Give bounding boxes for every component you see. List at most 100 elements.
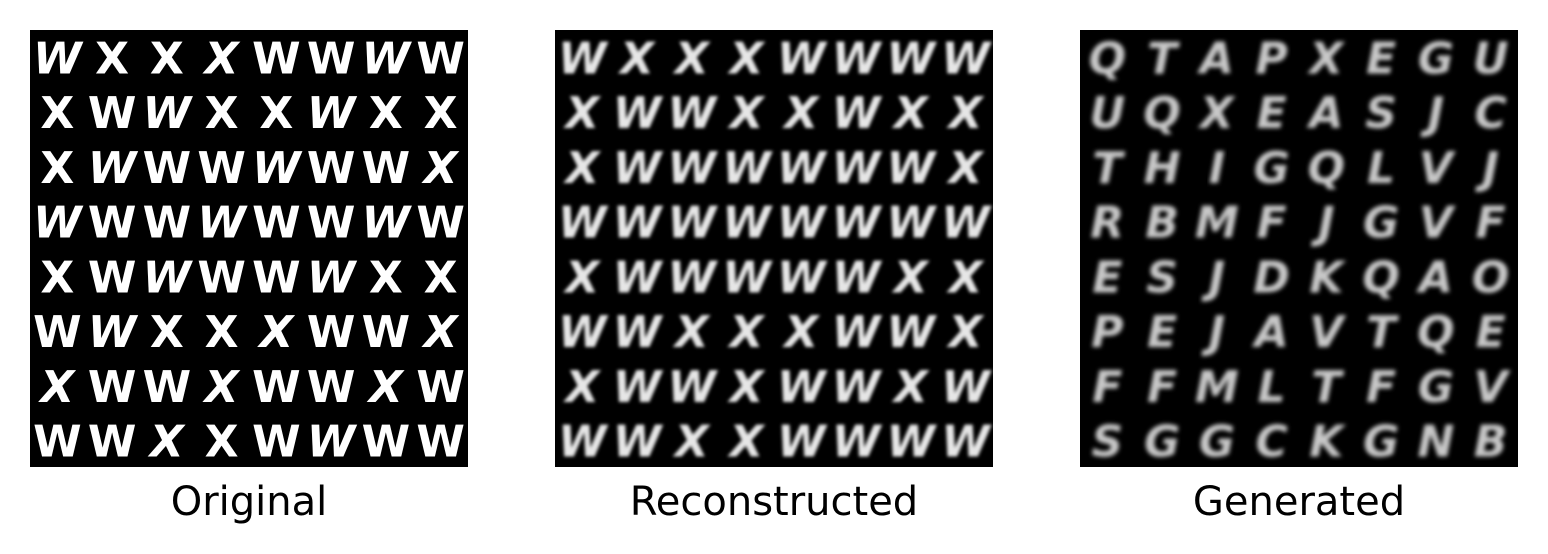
letter-cell: X	[946, 252, 985, 303]
letter-cell: W	[832, 143, 883, 194]
letter-cell: W	[941, 198, 992, 249]
letter-cell: X	[369, 88, 403, 139]
letter-cell: U	[1473, 33, 1509, 84]
letter-cell: X	[40, 252, 74, 303]
letter-cell: W	[307, 88, 358, 139]
letter-cell: W	[307, 33, 356, 84]
letter-cell: W	[307, 252, 358, 303]
letter-cell: Q	[1143, 88, 1180, 139]
letter-cell: W	[558, 33, 609, 84]
letter-cell: X	[366, 362, 405, 413]
letter-cell: W	[668, 88, 719, 139]
letter-cell: D	[1253, 252, 1290, 303]
letter-cell: G	[1418, 362, 1454, 413]
letter-cell: W	[88, 307, 139, 358]
letter-cell: W	[832, 417, 883, 467]
letter-cell: A	[1416, 252, 1453, 303]
letter-cell: W	[307, 307, 356, 358]
letter-cell: W	[88, 198, 137, 249]
letter-cell: S	[1365, 88, 1397, 139]
letter-cell: W	[777, 417, 828, 467]
letter-cell: W	[832, 88, 883, 139]
letter-cell: Q	[1362, 252, 1399, 303]
letter-cell: V	[1309, 307, 1346, 358]
letter-cell: G	[1363, 417, 1399, 467]
letter-cell: W	[362, 143, 411, 194]
letter-cell: J	[1474, 143, 1498, 194]
letter-cell: T	[1092, 143, 1125, 194]
letter-cell: W	[143, 143, 192, 194]
letter-cell: F	[1147, 362, 1177, 413]
letter-cell: R	[1090, 198, 1124, 249]
letter-cell: F	[1092, 362, 1122, 413]
letter-cell: X	[259, 88, 293, 139]
letter-cell: A	[1252, 307, 1289, 358]
letter-cell: T	[1311, 362, 1344, 413]
letter-cell: W	[887, 33, 938, 84]
letter-cell: W	[668, 252, 719, 303]
letter-cell: J	[1201, 307, 1225, 358]
letter-cell: W	[252, 143, 303, 194]
letter-cell: W	[88, 252, 137, 303]
letter-cell: X	[202, 362, 241, 413]
letter-cell: G	[1144, 417, 1180, 467]
letter-cell: X	[95, 33, 129, 84]
letter-cell: X	[1197, 88, 1236, 139]
letter-cell: X	[727, 307, 766, 358]
letter-cell: W	[558, 307, 609, 358]
letter-cell: X	[672, 307, 711, 358]
letter-cell: X	[617, 33, 656, 84]
letter-cell: X	[946, 307, 985, 358]
letter-cell: X	[202, 33, 241, 84]
letter-cell: X	[562, 252, 601, 303]
letter-cell: X	[946, 143, 985, 194]
letter-cell: X	[727, 88, 766, 139]
letter-cell: V	[1419, 143, 1456, 194]
letter-cell: F	[1366, 362, 1396, 413]
letter-cell: W	[613, 198, 664, 249]
letter-cell: W	[613, 362, 664, 413]
letter-cell: W	[307, 362, 356, 413]
letter-cell: W	[143, 88, 194, 139]
letter-cell: B	[1145, 198, 1179, 249]
letter-cell: X	[1306, 33, 1345, 84]
letter-cell: P	[1256, 33, 1288, 84]
letter-cell: X	[147, 417, 186, 467]
letter-cell: X	[562, 143, 601, 194]
letter-cell: E	[1092, 252, 1122, 303]
letter-cell: W	[832, 307, 883, 358]
generated-caption: Generated	[1192, 479, 1406, 525]
letter-cell: P	[1091, 307, 1123, 358]
letter-cell: W	[252, 417, 301, 467]
letter-cell: E	[1476, 307, 1506, 358]
letter-cell: W	[887, 143, 938, 194]
letter-cell: G	[1418, 33, 1454, 84]
letter-cell: X	[150, 307, 184, 358]
letter-cell: J	[1420, 88, 1444, 139]
letter-cell: E	[1257, 88, 1287, 139]
letter-cell: W	[88, 143, 139, 194]
letter-cell: E	[1147, 307, 1177, 358]
letter-cell: N	[1417, 417, 1454, 467]
letter-cell: W	[33, 33, 84, 84]
letter-cell: W	[613, 307, 664, 358]
letter-cell: W	[252, 198, 301, 249]
letter-cell: X	[727, 362, 766, 413]
letter-cell: W	[613, 252, 664, 303]
letter-cell: W	[307, 417, 358, 467]
letter-cell: G	[1254, 143, 1290, 194]
letter-cell: W	[416, 198, 465, 249]
letter-cell: Q	[1417, 307, 1454, 358]
letter-cell: W	[558, 198, 609, 249]
letter-cell: W	[941, 417, 992, 467]
letter-cell: W	[362, 417, 411, 467]
letter-cell: W	[832, 33, 883, 84]
letter-cell: X	[562, 362, 601, 413]
letter-cell: W	[307, 198, 356, 249]
letter-cell: W	[558, 417, 609, 467]
letter-cell: W	[197, 198, 248, 249]
letter-cell: W	[197, 252, 246, 303]
